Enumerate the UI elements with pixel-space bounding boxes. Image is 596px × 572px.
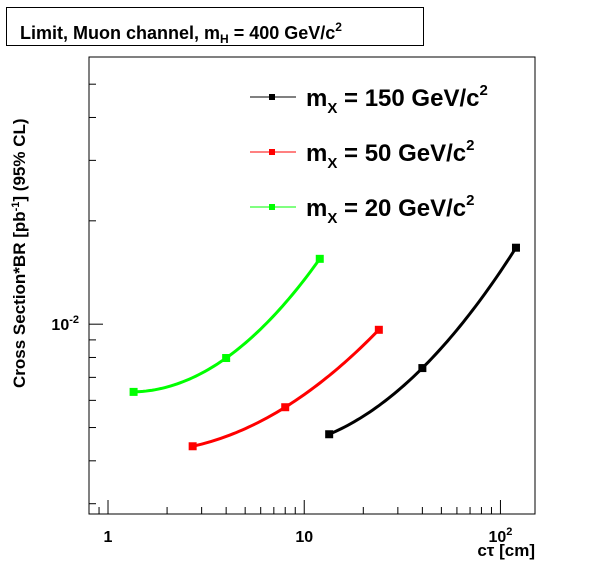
y-axis-title-prefix: Cross Section*BR [pb xyxy=(10,211,29,388)
legend-label-sub: X xyxy=(327,210,337,227)
legend-label: mX = 150 GeV/c2 xyxy=(306,82,488,117)
legend-label: mX = 50 GeV/c2 xyxy=(306,137,474,172)
data-point xyxy=(418,364,427,373)
series-2 xyxy=(129,254,324,396)
x-axis-title: cτ [cm] xyxy=(477,541,535,560)
data-point xyxy=(188,442,197,451)
series-line xyxy=(192,328,380,448)
legend-label-suffix: = 150 GeV/c xyxy=(337,85,479,112)
series-0 xyxy=(325,243,520,439)
x-tick-label: 10 xyxy=(295,529,313,546)
data-point xyxy=(511,243,520,252)
legend-label-sub: X xyxy=(327,155,337,172)
chart-title-subscript: H xyxy=(220,32,229,46)
y-axis-title: Cross Section*BR [pb-1] (95% CL) xyxy=(10,118,29,388)
y-axis-title-suffix: ] (95% CL) xyxy=(10,118,29,201)
chart-title-mid: = 400 GeV/c xyxy=(228,23,336,43)
legend-label-suffix: = 50 GeV/c xyxy=(337,140,466,167)
legend-label-prefix: m xyxy=(306,195,327,222)
data-point xyxy=(325,430,334,439)
data-point xyxy=(129,387,138,396)
series-1 xyxy=(188,325,383,451)
x-tick-label-base: 10 xyxy=(295,529,313,546)
legend-label-sup: 2 xyxy=(466,137,474,154)
series-line xyxy=(133,257,321,394)
y-tick-label-exponent: -2 xyxy=(69,314,79,326)
data-point xyxy=(281,403,290,412)
x-tick-label-base: 1 xyxy=(104,529,113,546)
legend-marker xyxy=(269,149,275,155)
x-tick-label-base: 10 xyxy=(488,529,506,546)
legend-label-prefix: m xyxy=(306,140,327,167)
x-tick-label-exponent: 2 xyxy=(506,526,512,538)
legend-marker xyxy=(269,204,275,210)
legend-label-prefix: m xyxy=(306,85,327,112)
series-layer xyxy=(129,243,520,451)
data-point xyxy=(222,354,231,363)
legend-label-sup: 2 xyxy=(466,192,474,209)
y-axis-title-superscript: -1 xyxy=(10,202,22,212)
plot-frame xyxy=(88,56,536,515)
legend-marker xyxy=(269,94,275,100)
chart-title-superscript: 2 xyxy=(335,20,342,34)
x-tick-label: 1 xyxy=(104,529,113,546)
chart-title: Limit, Muon channel, mH = 400 GeV/c2 xyxy=(6,7,424,46)
legend-label-sup: 2 xyxy=(479,82,487,99)
chart-title-prefix: Limit, Muon channel, m xyxy=(20,23,221,43)
series-line xyxy=(328,246,518,436)
y-tick-label: 10-2 xyxy=(51,314,79,334)
data-point xyxy=(374,325,383,334)
y-tick-label-base: 10 xyxy=(51,317,69,334)
legend-label: mX = 20 GeV/c2 xyxy=(306,192,474,227)
legend-label-sub: X xyxy=(327,100,337,117)
data-point xyxy=(315,254,324,263)
legend-label-suffix: = 20 GeV/c xyxy=(337,195,466,222)
x-tick-label: 102 xyxy=(488,526,512,546)
axis-ticks xyxy=(88,56,501,514)
